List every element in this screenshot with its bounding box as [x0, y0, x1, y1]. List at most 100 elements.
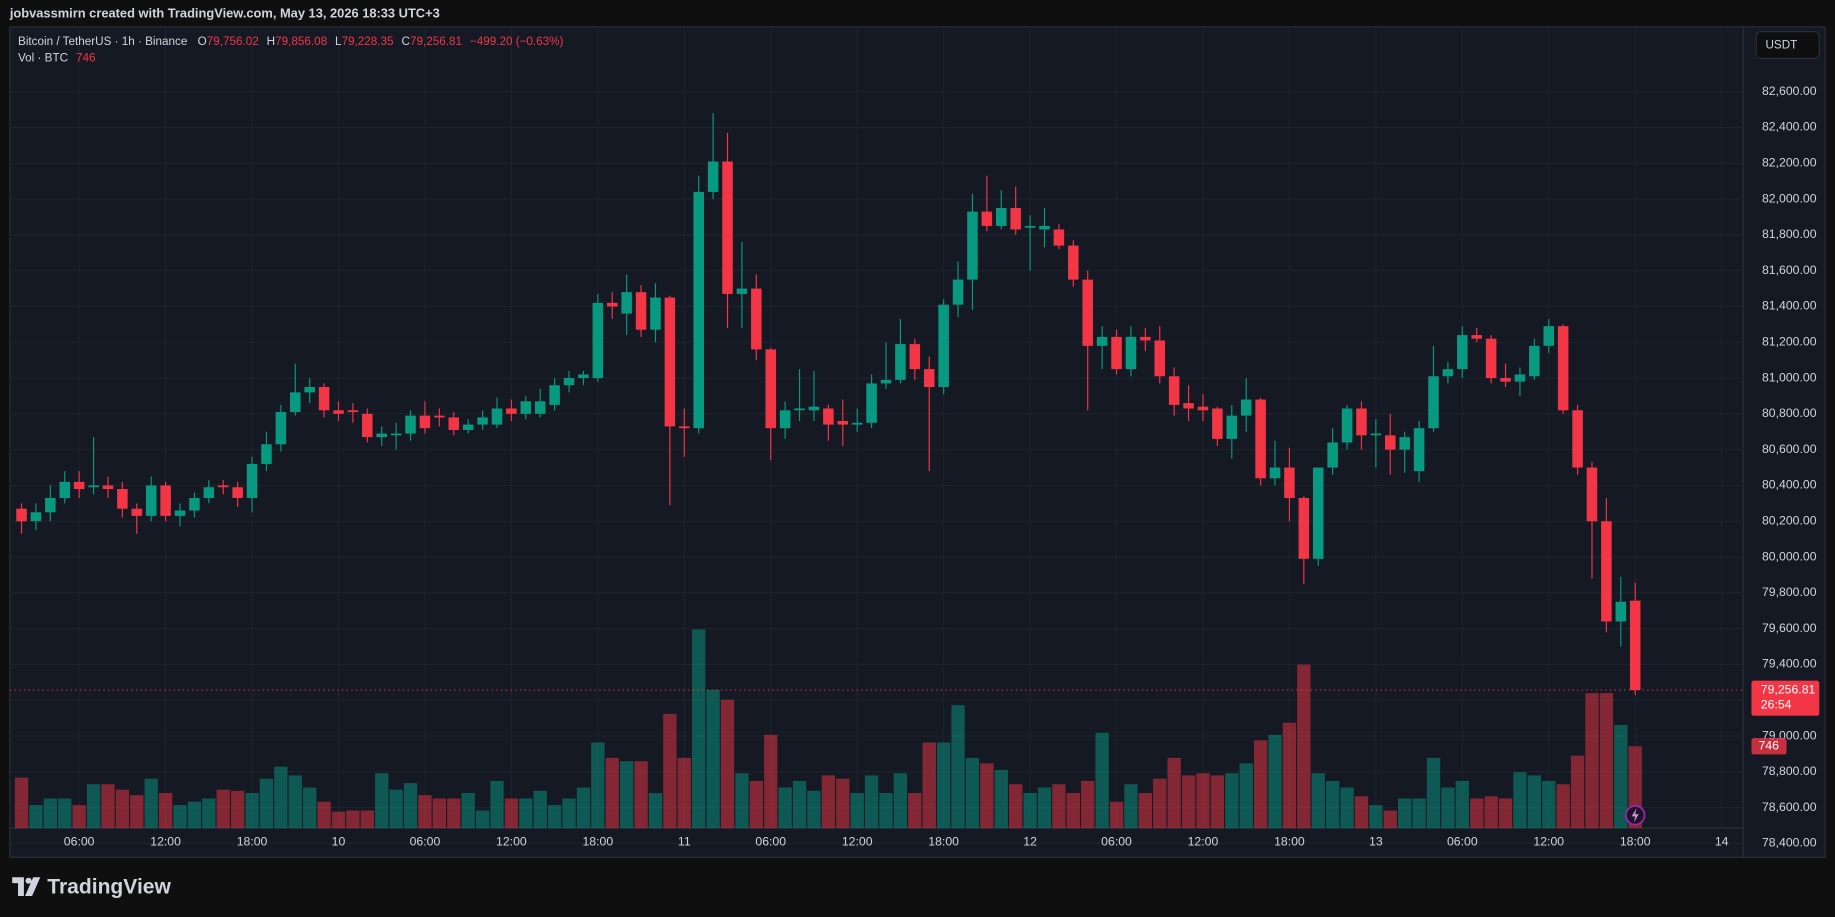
candle-body	[534, 401, 546, 414]
candle-body	[880, 379, 892, 384]
volume-bar	[72, 805, 86, 829]
volume-bar	[1542, 780, 1556, 829]
candle-body	[1226, 415, 1238, 439]
candle-body	[808, 406, 820, 411]
candle-body	[1557, 326, 1569, 411]
volume-bar	[634, 761, 648, 829]
volume-bar	[922, 742, 936, 829]
volume-bar	[288, 775, 302, 829]
x-tick-label: 10	[332, 834, 346, 848]
candle-body	[578, 374, 589, 379]
volume-bar	[475, 810, 490, 829]
volume-bar	[490, 780, 504, 829]
brand[interactable]: TradingView	[47, 875, 171, 898]
y-tick-label: 80,600.00	[1762, 442, 1817, 456]
candle-body	[823, 408, 834, 425]
candle-body	[952, 279, 964, 305]
candle-body	[707, 161, 719, 192]
candle-body	[1168, 376, 1180, 405]
volume-bar	[317, 801, 331, 829]
volume-bar	[1441, 787, 1455, 829]
x-tick-label: 06:00	[1101, 834, 1132, 848]
candle-body	[1298, 497, 1310, 559]
candle-body	[1068, 245, 1079, 280]
candle-body	[779, 410, 791, 429]
volume-bar	[1470, 798, 1484, 829]
candle-body	[131, 508, 143, 516]
candle-body	[1312, 467, 1324, 559]
volume-bar	[403, 783, 418, 829]
volume-bar	[202, 798, 216, 829]
x-tick-label: 12:00	[496, 834, 527, 848]
candle-body	[1543, 326, 1555, 346]
volume-bar	[1066, 792, 1080, 829]
x-tick-label: 18:00	[582, 834, 613, 848]
logo-slash	[25, 877, 41, 896]
x-tick-label: 18:00	[237, 834, 268, 848]
x-tick-label: 06:00	[755, 834, 786, 848]
volume-bar	[29, 805, 43, 829]
x-tick-label: 12:00	[842, 834, 873, 848]
candle-body	[117, 489, 128, 509]
candle-body	[1457, 335, 1468, 370]
currency-label[interactable]: USDT	[1765, 39, 1797, 52]
candle-body	[563, 378, 575, 386]
volume-bar	[43, 798, 58, 829]
volume-bar	[936, 742, 951, 829]
volume-bar	[14, 777, 29, 829]
candle-body	[765, 349, 777, 429]
volume-bar	[158, 792, 173, 829]
volume-bar	[951, 705, 965, 829]
volume-bar	[1181, 775, 1196, 829]
volume-bar	[1153, 778, 1167, 829]
candle-body	[506, 408, 517, 414]
x-tick-label: 06:00	[1447, 834, 1478, 848]
candle-body	[851, 422, 863, 425]
candle-body	[1140, 336, 1151, 341]
y-tick-label: 81,800.00	[1762, 227, 1817, 241]
volume-bar	[605, 757, 619, 829]
legend-h: H	[267, 35, 275, 48]
candle-body	[664, 297, 676, 427]
candle-body	[1442, 369, 1454, 377]
candle-body	[405, 415, 416, 434]
volume-bar	[418, 795, 432, 829]
x-tick-label: 12	[1023, 834, 1037, 848]
volume-bar	[1239, 763, 1253, 829]
volume-bar	[864, 775, 879, 829]
candle-body	[1514, 374, 1526, 382]
candle-body	[520, 401, 532, 414]
y-tick-label: 80,200.00	[1762, 513, 1817, 527]
legend-o: O	[198, 35, 207, 48]
candle-body	[1039, 225, 1050, 230]
volume-bar	[1095, 732, 1109, 829]
candle-body	[1096, 336, 1108, 346]
x-tick-label: 06:00	[410, 834, 441, 848]
volume-bar	[1412, 798, 1426, 829]
candle-body	[1413, 428, 1425, 472]
tradingview-logo[interactable]: TradingView	[12, 875, 172, 898]
y-tick-label: 82,600.00	[1762, 84, 1817, 98]
volume-bar	[1556, 784, 1570, 829]
x-tick-label: 11	[678, 834, 691, 848]
candle-body	[1428, 376, 1439, 429]
volume-bar	[1325, 780, 1340, 829]
y-tick-label: 81,200.00	[1762, 335, 1817, 349]
volume-bar	[346, 810, 360, 829]
candle-body	[203, 487, 215, 498]
volume-badge-label: 746	[1758, 738, 1779, 752]
candle-body	[434, 415, 445, 418]
candle-body	[995, 208, 1007, 226]
volume-bar	[1369, 805, 1383, 829]
volume-bar	[130, 795, 144, 829]
price-badge	[1751, 680, 1820, 716]
candle-body	[376, 433, 387, 438]
volume-bar	[1498, 798, 1513, 829]
volume-bar	[1527, 775, 1542, 829]
volume-bar	[764, 734, 778, 829]
currency-button[interactable]	[1755, 30, 1820, 60]
volume-bar	[1268, 734, 1282, 829]
candle-body	[1240, 399, 1252, 416]
candle-body	[866, 383, 877, 423]
